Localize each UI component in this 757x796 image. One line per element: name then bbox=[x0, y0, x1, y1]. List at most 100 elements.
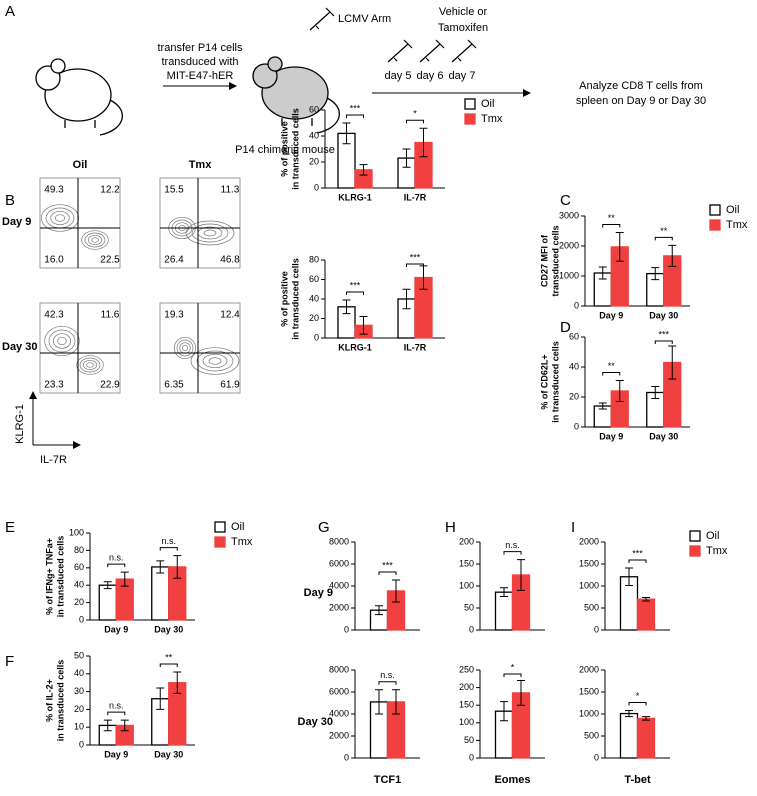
error-bar bbox=[402, 148, 411, 168]
contour bbox=[191, 223, 229, 243]
bar bbox=[151, 566, 170, 621]
x-axis-label: TCF1 bbox=[374, 774, 402, 786]
x-tick-label: Day 9 bbox=[599, 431, 623, 441]
contour bbox=[87, 234, 103, 246]
panel-label: D bbox=[560, 319, 571, 336]
y-tick-label: 50 bbox=[74, 650, 84, 660]
x-tick-label: Day 9 bbox=[104, 624, 128, 634]
error-bar bbox=[392, 579, 400, 603]
quadrant-percent: 6.35 bbox=[164, 380, 184, 391]
error-bar bbox=[173, 555, 182, 579]
x-tick-label: Day 30 bbox=[154, 749, 183, 759]
contour bbox=[202, 353, 228, 369]
schematic-text: spleen on Day 9 or Day 30 bbox=[576, 95, 706, 107]
schematic-text: day 5 bbox=[385, 70, 412, 82]
quadrant-percent: 12.4 bbox=[220, 310, 240, 321]
y-tick-label: 50 bbox=[464, 735, 474, 745]
flow-plot-frame bbox=[159, 177, 241, 269]
quadrant-percent: 23.3 bbox=[44, 380, 64, 391]
schematic: transfer P14 cells transduced with MIT-E… bbox=[35, 6, 706, 156]
x-tick-label: KLRG-1 bbox=[338, 192, 372, 202]
error-bar bbox=[342, 299, 351, 315]
significance-label: *** bbox=[410, 252, 421, 262]
quadrant-percent: 22.9 bbox=[100, 380, 120, 391]
error-bar bbox=[651, 267, 660, 281]
x-tick-label: IL-7R bbox=[404, 342, 427, 352]
flow-column-header: Oil bbox=[73, 159, 88, 171]
y-tick-label: 500 bbox=[584, 730, 599, 740]
row-label: Day 9 bbox=[304, 587, 333, 599]
legend-swatch bbox=[214, 521, 226, 533]
significance-label: n.s. bbox=[109, 700, 124, 710]
y-tick-label: 0 bbox=[594, 624, 599, 634]
x-tick-label: KLRG-1 bbox=[338, 342, 372, 352]
quadrant-percent: 11.6 bbox=[101, 310, 120, 321]
error-bar bbox=[120, 571, 129, 587]
y-tick-label: 20 bbox=[74, 597, 84, 607]
significance-bracket bbox=[628, 701, 647, 706]
significance-label: ** bbox=[608, 361, 616, 371]
schematic-text: Analyze CD8 T cells from bbox=[579, 80, 703, 92]
significance-label: *** bbox=[382, 560, 393, 570]
significance-bracket bbox=[159, 547, 178, 551]
panel-label: B bbox=[5, 192, 15, 209]
y-tick-label: 8000 bbox=[329, 536, 349, 546]
error-bar bbox=[615, 232, 624, 262]
significance-bracket bbox=[602, 372, 621, 376]
legend-label: Oil bbox=[706, 530, 719, 542]
y-tick-label: 40 bbox=[309, 130, 319, 140]
error-bar bbox=[342, 122, 351, 145]
y-tick-label: 250 bbox=[459, 664, 474, 674]
y-axis-label: in transduced cells bbox=[550, 341, 560, 423]
x-tick-label: Day 30 bbox=[154, 624, 183, 634]
error-bar bbox=[359, 164, 368, 176]
contour bbox=[79, 357, 101, 373]
contour bbox=[54, 214, 66, 222]
y-tick-label: 0 bbox=[469, 624, 474, 634]
y-tick-label: 1500 bbox=[579, 686, 599, 696]
flow-row-label: Day 30 bbox=[2, 341, 37, 353]
bar bbox=[619, 712, 639, 759]
contour bbox=[196, 350, 234, 372]
contour bbox=[197, 226, 223, 240]
y-tick-label: 0 bbox=[314, 182, 319, 192]
contour bbox=[52, 333, 72, 349]
quadrant-percent: 19.3 bbox=[164, 310, 184, 321]
significance-bracket bbox=[602, 224, 621, 228]
y-tick-label: 200 bbox=[459, 536, 474, 546]
y-tick-label: 0 bbox=[469, 752, 474, 762]
y-tick-label: 50 bbox=[464, 602, 474, 612]
error-bar bbox=[517, 559, 525, 591]
y-tick-label: 20 bbox=[74, 704, 84, 714]
y-tick-label: 0 bbox=[79, 739, 84, 749]
quadrant-percent: 49.3 bbox=[44, 185, 64, 196]
x-tick-label: Day 9 bbox=[599, 310, 623, 320]
quadrant-percent: 22.5 bbox=[100, 255, 120, 266]
y-axis-label: % of positive bbox=[279, 121, 289, 177]
y-tick-label: 10 bbox=[74, 722, 84, 732]
y-tick-label: 0 bbox=[314, 332, 319, 342]
significance-label: *** bbox=[658, 329, 669, 339]
flow-axis-label: KLRG-1 bbox=[14, 404, 26, 444]
y-tick-label: 0 bbox=[344, 752, 349, 762]
x-tick-label: IL-7R bbox=[404, 192, 427, 202]
y-tick-label: 60 bbox=[74, 562, 84, 572]
significance-label: ** bbox=[608, 213, 616, 223]
error-bar bbox=[668, 244, 677, 267]
x-tick-label: Day 30 bbox=[649, 431, 678, 441]
flow-axis-label: IL-7R bbox=[40, 454, 67, 466]
error-bar bbox=[500, 587, 508, 598]
schematic-text: P14 chimeric mouse bbox=[235, 144, 335, 156]
legend-label: Tmx bbox=[481, 113, 503, 125]
error-bar bbox=[625, 709, 633, 718]
significance-bracket bbox=[503, 673, 522, 677]
quadrant-percent: 61.9 bbox=[220, 380, 240, 391]
contour bbox=[50, 210, 70, 226]
y-tick-label: 2000 bbox=[329, 730, 349, 740]
y-tick-label: 2000 bbox=[559, 240, 579, 250]
bar bbox=[494, 591, 514, 631]
contour bbox=[181, 344, 189, 352]
significance-label: n.s. bbox=[109, 553, 124, 563]
significance-label: n.s. bbox=[380, 670, 395, 680]
flow-plot-frame bbox=[39, 302, 121, 394]
